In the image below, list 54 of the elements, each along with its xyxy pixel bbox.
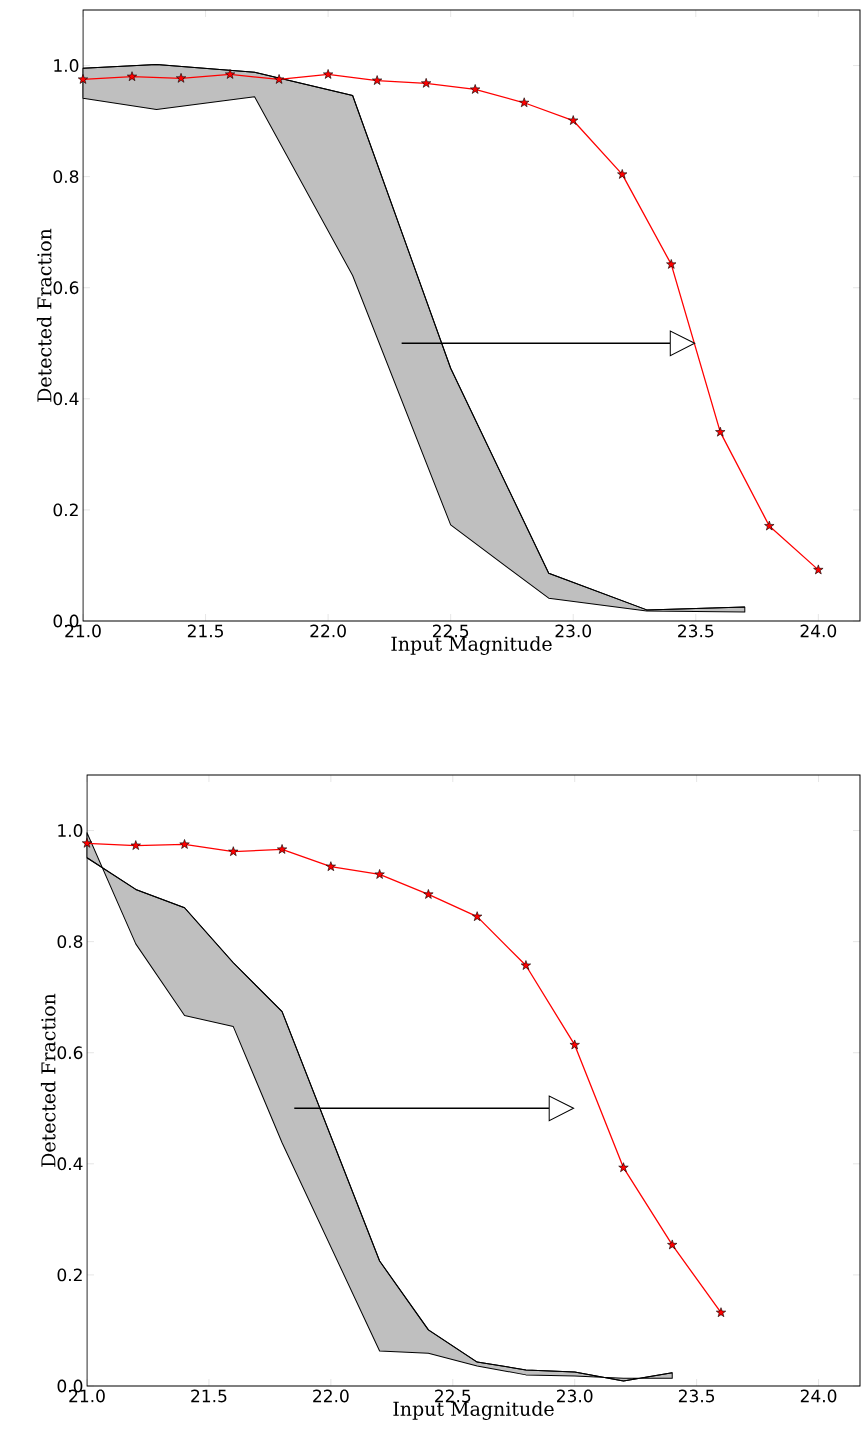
point: [374, 869, 385, 879]
point: [274, 74, 285, 84]
point: [666, 259, 677, 269]
x-tick-label: 22.0: [310, 624, 346, 638]
point: [519, 97, 530, 108]
x-tick-label: 23.0: [557, 1389, 593, 1403]
y-axis-title: Detected Fraction: [36, 228, 52, 402]
y-tick-label: 1.0: [58, 824, 83, 837]
x-tick-label: 21.5: [191, 1389, 227, 1403]
point: [569, 1039, 580, 1050]
y-tick-label: 0.4: [57, 1157, 83, 1171]
x-tick-label: 22.5: [435, 1389, 471, 1403]
point: [618, 1162, 629, 1173]
point: [715, 426, 726, 437]
point: [77, 74, 89, 84]
point: [423, 889, 434, 899]
x-tick-label: 21.5: [187, 624, 223, 638]
point: [372, 75, 383, 85]
point: [81, 838, 93, 848]
point: [277, 844, 288, 854]
point: [470, 84, 481, 94]
x-tick-label: 22.5: [432, 624, 469, 638]
y-tick-label: 0.6: [53, 281, 79, 295]
y-tick-label: 1.0: [54, 59, 79, 72]
point: [715, 1307, 727, 1318]
point: [421, 78, 432, 88]
point: [130, 840, 141, 850]
point: [126, 71, 138, 81]
x-tick-label: 24.0: [800, 624, 837, 638]
y-tick-label: 0.8: [57, 935, 83, 949]
y-axis-title: Detected Fraction: [40, 993, 56, 1167]
x-tick-label: 23.5: [678, 1389, 715, 1403]
y-tick-label: 0.8: [53, 170, 79, 184]
point: [667, 1239, 678, 1250]
point: [764, 520, 775, 531]
x-tick-label: 23.0: [555, 624, 592, 638]
y-tick-label: 0.6: [57, 1046, 83, 1060]
point: [617, 169, 628, 179]
y-tick-label: 0.2: [57, 1268, 82, 1282]
point: [472, 911, 483, 921]
point: [568, 115, 579, 125]
y-tick-label: 0.2: [53, 503, 78, 517]
point: [323, 69, 334, 79]
point: [813, 564, 824, 575]
x-tick-label: 23.5: [678, 624, 714, 638]
point: [225, 69, 236, 79]
x-tick-label: 24.0: [800, 1389, 837, 1403]
x-tick-label: 22.0: [313, 1389, 349, 1403]
point: [228, 846, 239, 856]
point: [179, 839, 190, 849]
point: [325, 861, 336, 871]
y-tick-label: 0.4: [53, 392, 79, 406]
point: [175, 73, 187, 83]
point: [520, 960, 531, 970]
